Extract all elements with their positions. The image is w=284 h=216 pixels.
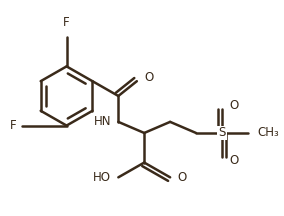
Text: F: F [63, 16, 70, 29]
Text: HN: HN [93, 115, 111, 128]
Text: HO: HO [93, 171, 111, 184]
Text: O: O [178, 171, 187, 184]
Text: S: S [218, 126, 225, 140]
Text: CH₃: CH₃ [257, 126, 279, 140]
Text: O: O [229, 154, 239, 167]
Text: O: O [144, 71, 153, 84]
Text: F: F [10, 119, 16, 132]
Text: O: O [229, 99, 239, 112]
